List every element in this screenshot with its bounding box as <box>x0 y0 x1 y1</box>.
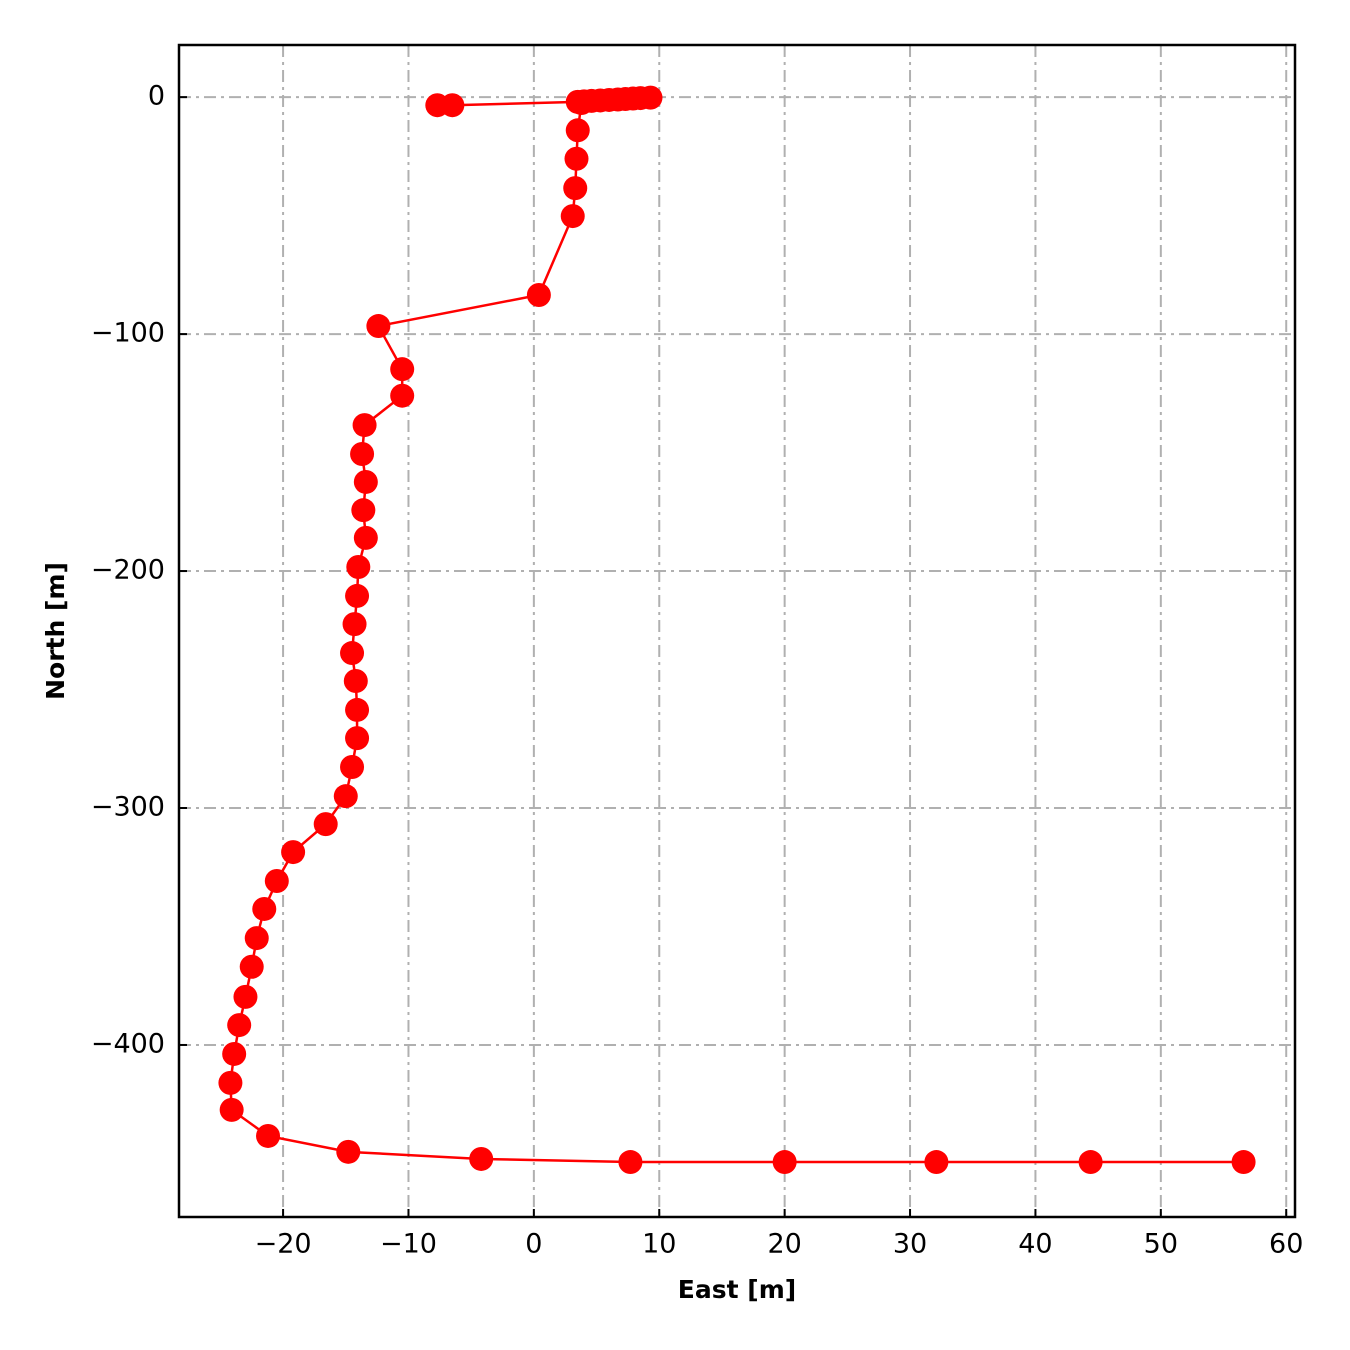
y-tick-label: −100 <box>91 318 165 349</box>
point <box>772 1150 797 1175</box>
point <box>342 612 367 637</box>
point <box>526 282 551 307</box>
point <box>390 383 415 408</box>
point <box>340 641 365 666</box>
point <box>233 984 258 1009</box>
point <box>239 954 264 979</box>
point <box>333 784 358 809</box>
x-tick-label: 50 <box>1144 1229 1178 1260</box>
point <box>638 85 663 110</box>
point <box>352 413 377 438</box>
point <box>219 1097 244 1122</box>
point <box>1231 1150 1256 1175</box>
point <box>440 93 465 118</box>
x-tick-label: 60 <box>1269 1229 1303 1260</box>
x-tick-label: 20 <box>767 1229 801 1260</box>
point <box>244 926 269 951</box>
point <box>350 441 375 466</box>
point <box>1078 1150 1103 1175</box>
point <box>264 868 289 893</box>
plot-frame <box>177 43 1297 1219</box>
point <box>252 896 277 921</box>
x-tick-label: 40 <box>1018 1229 1052 1260</box>
y-tick-label: −200 <box>91 555 165 586</box>
point <box>565 118 590 143</box>
y-tick-label: 0 <box>148 81 165 112</box>
series-line <box>229 96 1244 1164</box>
point <box>924 1150 949 1175</box>
y-tick-label: −300 <box>91 792 165 823</box>
x-tick-label: 30 <box>893 1229 927 1260</box>
x-axis-label: East [m] <box>678 1275 796 1304</box>
point <box>218 1070 243 1095</box>
point <box>343 668 368 693</box>
point <box>346 555 371 580</box>
point <box>313 812 338 837</box>
point <box>227 1013 252 1038</box>
x-tick-label: 10 <box>642 1229 676 1260</box>
point <box>353 469 378 494</box>
x-tick-label: −10 <box>380 1229 437 1260</box>
point <box>366 314 391 339</box>
point <box>340 755 365 780</box>
point <box>560 204 585 229</box>
point <box>563 176 588 201</box>
point <box>256 1123 281 1148</box>
y-tick-label: −400 <box>91 1028 165 1059</box>
point <box>353 525 378 550</box>
point <box>618 1150 643 1175</box>
point <box>564 146 589 171</box>
y-axis-label: North [m] <box>41 562 70 700</box>
point <box>351 498 376 523</box>
point <box>345 697 370 722</box>
x-tick-label: −20 <box>255 1229 312 1260</box>
point <box>345 583 370 608</box>
point <box>222 1041 247 1066</box>
point <box>569 91 594 116</box>
point <box>390 357 415 382</box>
point <box>345 726 370 751</box>
point <box>281 840 306 865</box>
point <box>469 1146 494 1171</box>
point <box>336 1139 361 1164</box>
x-tick-label: 0 <box>525 1229 542 1260</box>
